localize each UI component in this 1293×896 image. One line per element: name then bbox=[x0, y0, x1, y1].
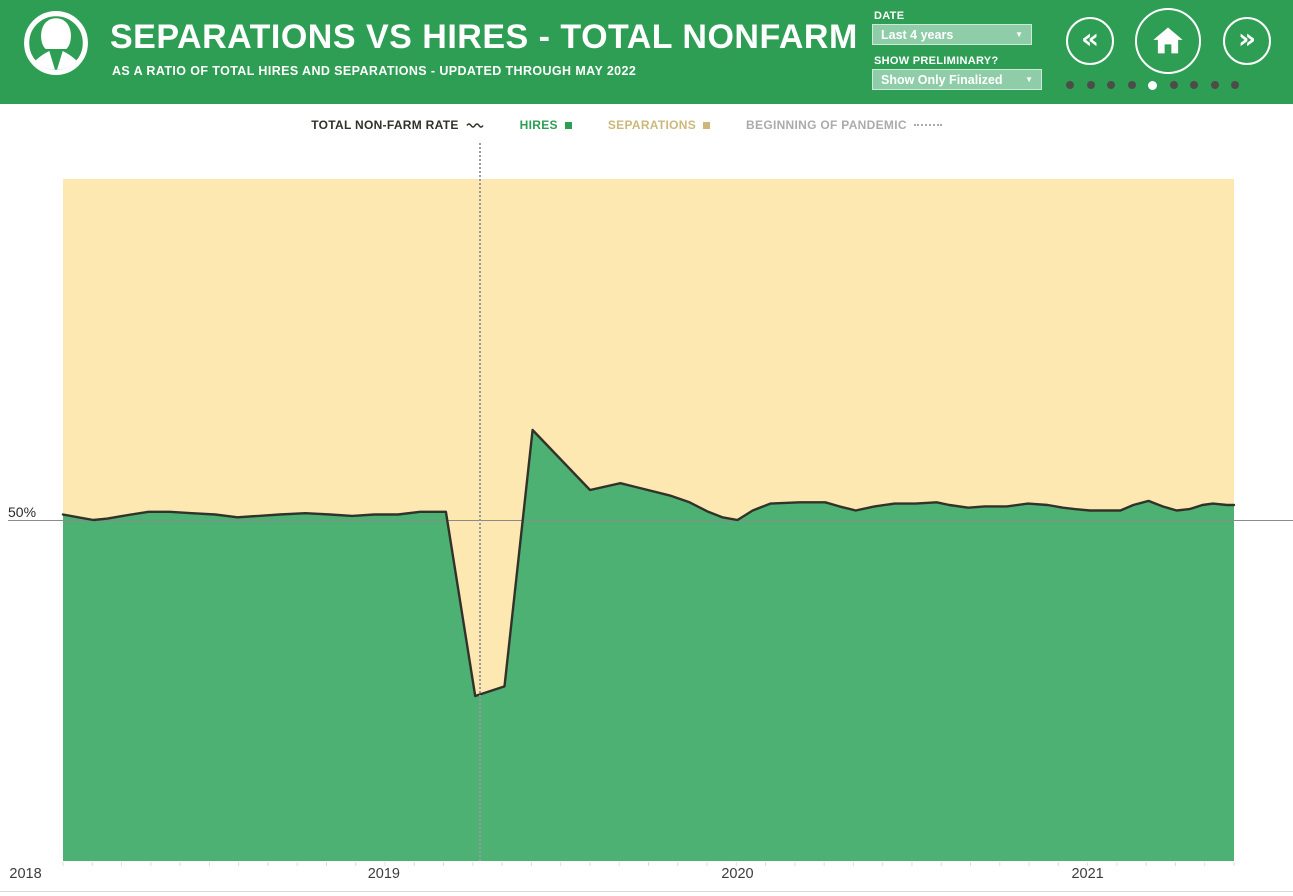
legend-item-hires[interactable]: HIRES bbox=[520, 118, 572, 132]
date-filter-label: DATE bbox=[874, 10, 905, 22]
page-title: SEPARATIONS VS HIRES - TOTAL NONFARM bbox=[110, 18, 858, 56]
pandemic-reference-line bbox=[478, 143, 481, 861]
legend-label: SEPARATIONS bbox=[607, 118, 697, 132]
pagination-dot[interactable] bbox=[1190, 81, 1198, 89]
double-chevron-right-icon: » bbox=[1237, 22, 1257, 55]
show-preliminary-select[interactable]: Show Only Finalized ▼ bbox=[872, 69, 1042, 90]
chevron-down-icon: ▼ bbox=[1015, 30, 1023, 39]
rate-line bbox=[61, 428, 1236, 698]
date-filter-value: Last 4 years bbox=[881, 27, 954, 42]
hires-area bbox=[63, 430, 1234, 861]
pagination-dot[interactable] bbox=[1066, 81, 1074, 89]
legend-item-beginning-of-pandemic[interactable]: BEGINNING OF PANDEMIC bbox=[746, 118, 942, 132]
show-preliminary-value: Show Only Finalized bbox=[881, 72, 1003, 87]
pagination-dot[interactable] bbox=[1148, 80, 1157, 90]
home-icon bbox=[1153, 27, 1183, 54]
legend-item-separations[interactable]: SEPARATIONS bbox=[607, 118, 711, 132]
square-marker-icon bbox=[564, 121, 572, 129]
home-button[interactable] bbox=[1135, 8, 1201, 74]
page-bottom-divider bbox=[0, 891, 1293, 892]
x-axis-year-label: 2020 bbox=[721, 866, 754, 882]
date-filter-select[interactable]: Last 4 years ▼ bbox=[872, 24, 1032, 45]
pagination-dot[interactable] bbox=[1127, 81, 1136, 89]
x-axis-year-label: 2019 bbox=[367, 866, 400, 882]
legend-label: BEGINNING OF PANDEMIC bbox=[746, 118, 907, 132]
next-page-button[interactable]: » bbox=[1223, 17, 1271, 65]
pagination-dot[interactable] bbox=[1231, 81, 1239, 89]
chevron-down-icon: ▼ bbox=[1025, 75, 1033, 84]
pagination-dot[interactable] bbox=[1107, 81, 1115, 89]
prev-page-button[interactable]: « bbox=[1066, 17, 1114, 65]
x-axis-year-label: 2021 bbox=[1071, 866, 1104, 882]
legend-label: HIRES bbox=[519, 118, 558, 132]
legend-label: TOTAL NON-FARM RATE bbox=[311, 118, 459, 132]
show-preliminary-label: SHOW PRELIMINARY? bbox=[874, 55, 999, 67]
x-axis-year-label: 2018 bbox=[9, 866, 42, 882]
legend-item-total-non-farm-rate[interactable]: TOTAL NON-FARM RATE bbox=[311, 118, 484, 132]
y-axis-50-label: 50% bbox=[8, 504, 37, 520]
double-chevron-left-icon: « bbox=[1080, 22, 1100, 55]
page-subtitle: AS A RATIO OF TOTAL HIRES AND SEPARATION… bbox=[112, 64, 637, 78]
square-marker-icon bbox=[703, 121, 711, 129]
org-logo-icon bbox=[22, 9, 90, 77]
chart-legend: TOTAL NON-FARM RATE HIRES SEPARATIONS BEGIN… bbox=[0, 112, 1273, 138]
pagination-dot[interactable] bbox=[1169, 81, 1178, 89]
pagination-dot[interactable] bbox=[1086, 81, 1095, 89]
dashboard-header: SEPARATIONS VS HIRES - TOTAL NONFARM AS … bbox=[0, 0, 1293, 104]
pagination-dot[interactable] bbox=[1210, 81, 1219, 89]
pagination-dots bbox=[1066, 80, 1242, 90]
wavy-line-icon bbox=[466, 122, 484, 128]
dotted-line-icon bbox=[913, 124, 942, 126]
